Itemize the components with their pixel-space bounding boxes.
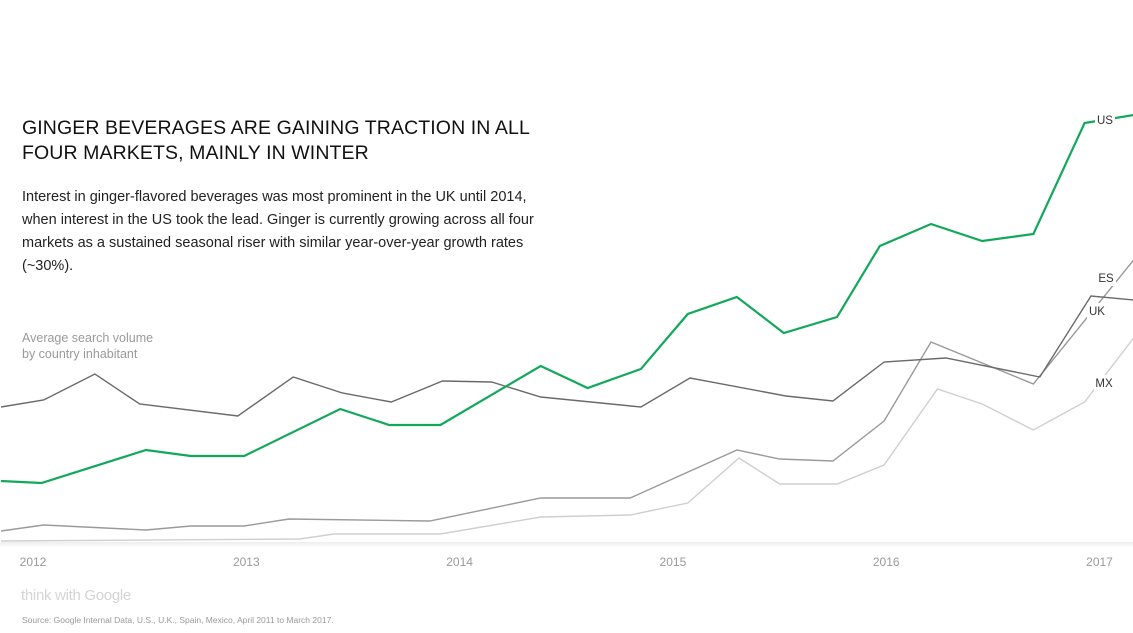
series-line-mx — [0, 337, 1133, 542]
series-label-bg-mx — [1094, 375, 1114, 391]
title-line-1: GINGER BEVERAGES ARE GAINING TRACTION IN… — [22, 117, 530, 139]
series-label-bg-us — [1095, 112, 1115, 128]
x-tick-label: 2016 — [873, 555, 900, 569]
series-label-es: ES — [1098, 273, 1114, 285]
axis-shadow — [0, 542, 1133, 548]
title-line-2: FOUR MARKETS, MAINLY IN WINTER — [22, 142, 369, 164]
x-tick-label: 2014 — [446, 555, 473, 569]
y-label-line-2: by country inhabitant — [22, 347, 138, 361]
chart-description: Interest in ginger-flavored beverages wa… — [22, 189, 534, 274]
x-tick-label: 2013 — [233, 555, 260, 569]
series-line-us — [0, 113, 1133, 485]
think-with-google-logo: think with Google — [21, 587, 131, 604]
series-label-uk: UK — [1089, 306, 1105, 318]
x-tick-label: 2015 — [660, 555, 687, 569]
y-label-line-1: Average search volume — [22, 331, 154, 345]
x-tick-label: 2012 — [20, 555, 47, 569]
series-label-bg-uk — [1087, 303, 1107, 319]
chart-title: GINGER BEVERAGES ARE GAINING TRACTION IN… — [22, 116, 530, 166]
series-label-mx: MX — [1095, 378, 1113, 390]
series-line-es — [0, 259, 1133, 532]
x-tick-label: 2017 — [1086, 555, 1113, 569]
source-note: Source: Google Internal Data, U.S., U.K.… — [22, 615, 334, 625]
y-axis-label: Average search volume by country inhabit… — [22, 330, 182, 362]
series-line-uk — [0, 295, 1133, 417]
series-label-bg-es — [1096, 270, 1116, 286]
series-label-us: US — [1097, 115, 1113, 127]
